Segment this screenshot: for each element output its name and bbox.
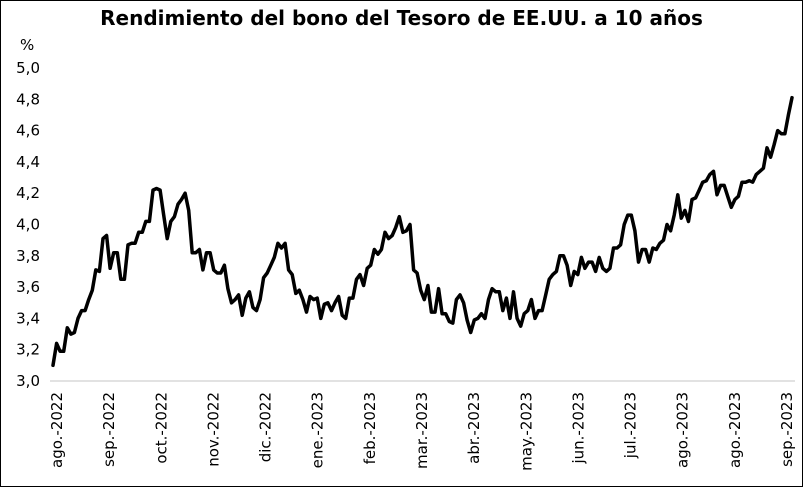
y-tick-label: 5,0 [16,59,40,77]
y-axis-unit-label: % [20,36,34,54]
x-tick-label: jul.-2023 [622,392,640,459]
y-tick-label: 3,4 [16,309,40,327]
x-tick-label: jun.-2023 [569,392,587,465]
y-tick-label: 4,4 [16,153,40,171]
y-tick-label: 3,2 [16,341,40,359]
y-tick-label: 4,6 [16,122,40,140]
y-tick-label: 3,8 [16,247,40,265]
y-tick-label: 4,2 [16,184,40,202]
x-tick-label: mar.-2023 [413,392,431,469]
x-tick-label: sep.-2022 [100,392,118,467]
x-tick-label: dic.-2022 [257,392,275,462]
series-line [51,95,794,368]
x-tick-label: feb.-2023 [361,392,379,464]
x-axis: ago.-2022 sep.-2022 oct.-2022 nov.-2022 dic.… [48,392,796,471]
x-tick-label: ago.-2023 [726,392,744,468]
y-tick-label: 4,8 [16,90,40,108]
x-tick-label: sep.-2023 [778,392,796,467]
y-tick-label: 3,0 [16,372,40,390]
x-tick-label: ene.-2023 [309,392,327,468]
x-tick-label: abr.-2023 [465,392,483,464]
x-tick-label: ago.-2022 [48,392,66,468]
x-tick-label: ago.-2023 [674,392,692,468]
y-axis: 3,0 3,2 3,4 3,6 3,8 4,0 4,2 4,4 4,6 4,8 5,0 [16,59,40,390]
x-tick-label: may.-2023 [517,392,535,471]
x-tick-label: nov.-2022 [204,392,222,467]
y-tick-label: 3,6 [16,278,40,296]
chart-title: Rendimiento del bono del Tesoro de EE.UU… [100,6,703,30]
x-tick-label: oct.-2022 [152,392,170,464]
y-tick-label: 4,0 [16,216,40,234]
plot-area [51,95,794,368]
